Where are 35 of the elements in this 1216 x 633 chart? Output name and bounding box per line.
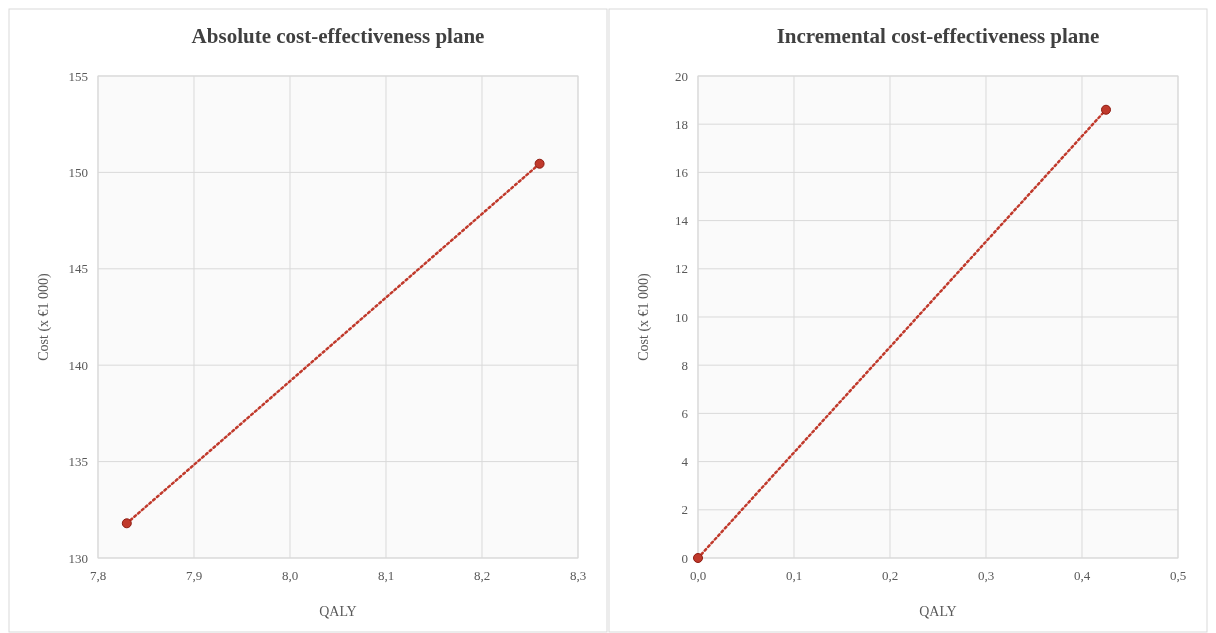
y-tick-label: 12 xyxy=(675,261,688,277)
y-tick-label: 10 xyxy=(675,309,688,325)
x-tick-label: 8,3 xyxy=(569,568,587,583)
x-axis-title: QALY xyxy=(319,604,357,619)
x-tick-label: 0,4 xyxy=(1073,568,1091,583)
y-axis-title: Cost (x €1 000) xyxy=(636,272,652,361)
x-tick-label: 0,0 xyxy=(689,568,707,583)
y-tick-label: 4 xyxy=(681,454,689,470)
y-tick-label: 18 xyxy=(675,116,688,132)
x-tick-label: 8,0 xyxy=(281,568,299,583)
y-axis-title: Cost (x €1 000) xyxy=(36,272,52,361)
y-tick-label: 20 xyxy=(675,68,688,84)
y-tick-label: 135 xyxy=(68,454,88,470)
y-tick-label: 8 xyxy=(681,357,688,373)
y-tick-label: 140 xyxy=(68,357,88,373)
x-tick-label: 0,1 xyxy=(785,568,803,583)
x-tick-label: 7,8 xyxy=(89,568,107,583)
x-axis-title: QALY xyxy=(919,604,957,619)
y-tick-label: 150 xyxy=(68,164,88,180)
y-tick-label: 155 xyxy=(68,68,88,84)
x-tick-label: 7,9 xyxy=(185,568,203,583)
y-tick-label: 14 xyxy=(675,213,689,229)
x-tick-label: 0,3 xyxy=(977,568,995,583)
y-tick-label: 145 xyxy=(68,261,88,277)
y-tick-label: 0 xyxy=(681,550,688,566)
y-tick-label: 130 xyxy=(68,550,88,566)
x-tick-label: 0,5 xyxy=(1169,568,1187,583)
chart-title: Incremental cost-effectiveness plane xyxy=(776,24,1100,48)
x-tick-label: 8,1 xyxy=(377,568,395,583)
y-tick-label: 16 xyxy=(675,164,689,180)
x-tick-label: 0,2 xyxy=(881,568,899,583)
chart-title: Absolute cost-effectiveness plane xyxy=(191,24,485,48)
y-tick-label: 2 xyxy=(681,502,688,518)
x-tick-label: 8,2 xyxy=(473,568,491,583)
y-tick-label: 6 xyxy=(681,405,689,421)
